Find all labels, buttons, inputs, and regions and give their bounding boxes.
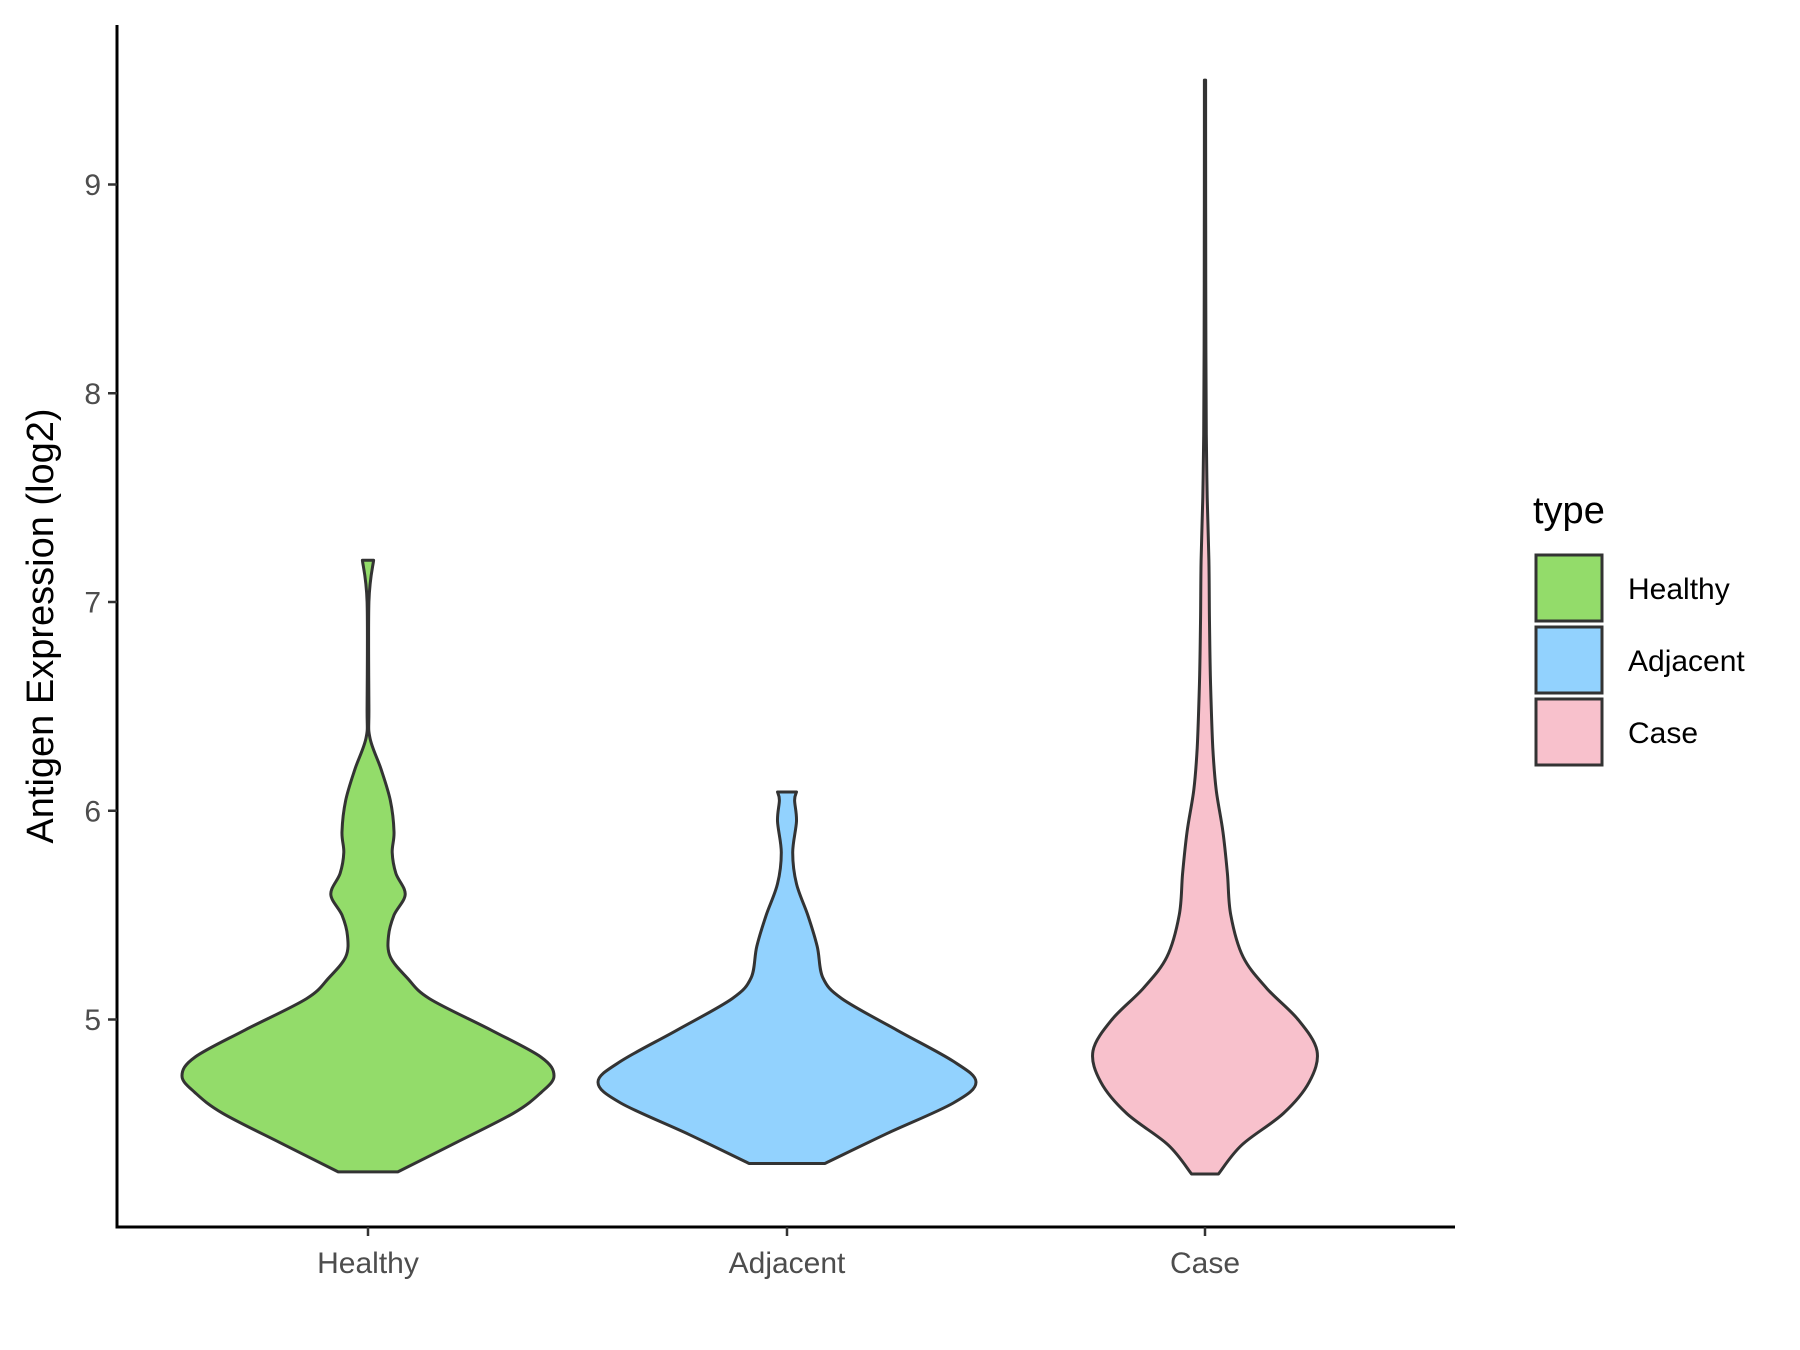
legend: type Healthy Adjacent Case	[1533, 490, 1745, 767]
y-tick-label: 7	[84, 587, 101, 620]
violin-case	[1091, 78, 1319, 1176]
y-tick-label: 6	[84, 795, 101, 828]
y-tick-label: 5	[84, 1004, 101, 1037]
violin-adjacent	[596, 790, 978, 1165]
axes-layer: 5 6 7 8 9 Healthy Adjacent Case Antigen Expressi…	[20, 25, 1455, 1280]
y-tick-label: 8	[84, 378, 101, 411]
x-tick-label: Healthy	[317, 1247, 419, 1280]
legend-label-adjacent: Adjacent	[1628, 645, 1745, 678]
x-tick-label: Adjacent	[729, 1247, 846, 1280]
y-tick-label: 9	[84, 169, 101, 202]
legend-title: type	[1533, 490, 1605, 532]
violins-layer	[180, 78, 1319, 1176]
legend-key-healthy	[1534, 553, 1604, 623]
legend-label-healthy: Healthy	[1628, 573, 1730, 606]
legend-key-case	[1534, 697, 1604, 767]
x-tick-label: Case	[1170, 1247, 1240, 1280]
legend-label-case: Case	[1628, 717, 1698, 750]
violin-healthy	[180, 558, 556, 1174]
legend-key-adjacent	[1534, 625, 1604, 695]
y-axis-title: Antigen Expression (log2)	[20, 408, 62, 843]
